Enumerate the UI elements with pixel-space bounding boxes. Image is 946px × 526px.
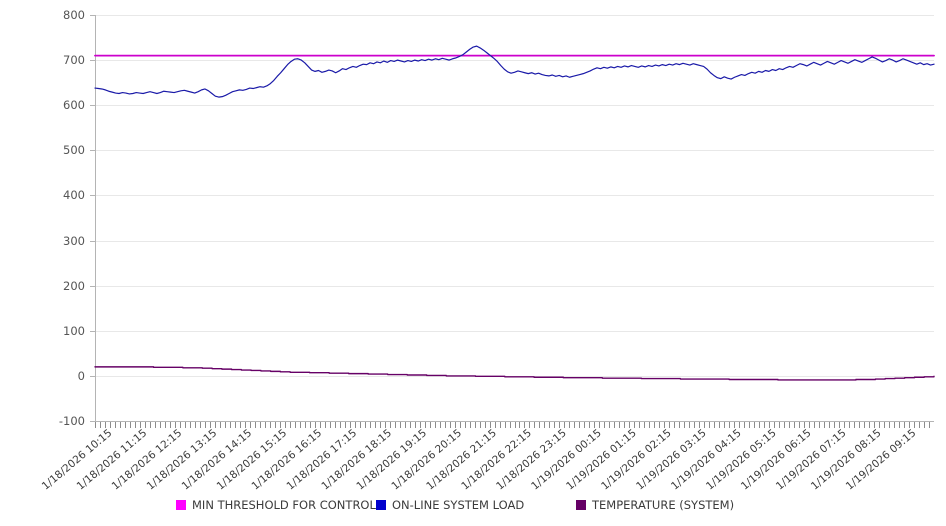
y-axis-tick-label: 100: [63, 324, 85, 338]
y-axis-tick-label: 400: [63, 188, 85, 202]
series-group: [94, 45, 935, 381]
legend-swatch: [376, 500, 386, 510]
legend-item-label: MIN THRESHOLD FOR CONTROL: [192, 498, 376, 512]
axes: [95, 15, 934, 422]
legend-item-label: ON-LINE SYSTEM LOAD: [392, 498, 524, 512]
y-axis-tick-label: 500: [63, 143, 85, 157]
legend-item-label: TEMPERATURE (SYSTEM): [591, 498, 734, 512]
y-axis-tick-label: 700: [63, 53, 85, 67]
y-axis-tick-label: 800: [63, 8, 85, 22]
x-axis-ticks: [95, 422, 930, 428]
y-axis-tick-label: -100: [59, 414, 85, 428]
series-line: [94, 45, 935, 98]
y-axis-tick-label: 300: [63, 234, 85, 248]
y-gridlines: -100 0 100 200 300 400 500 600 700 800: [59, 8, 934, 428]
series-line: [94, 366, 935, 381]
y-axis-tick-label: 600: [63, 98, 85, 112]
y-axis-tick-label: 200: [63, 279, 85, 293]
legend-swatch: [176, 500, 186, 510]
legend: MIN THRESHOLD FOR CONTROL ON-LINE SYSTEM …: [176, 498, 734, 512]
y-axis-tick-label: 0: [78, 369, 85, 383]
x-axis-labels: 1/18/2026 10:151/18/2026 11:151/18/2026 …: [40, 427, 919, 492]
legend-swatch: [576, 500, 586, 510]
